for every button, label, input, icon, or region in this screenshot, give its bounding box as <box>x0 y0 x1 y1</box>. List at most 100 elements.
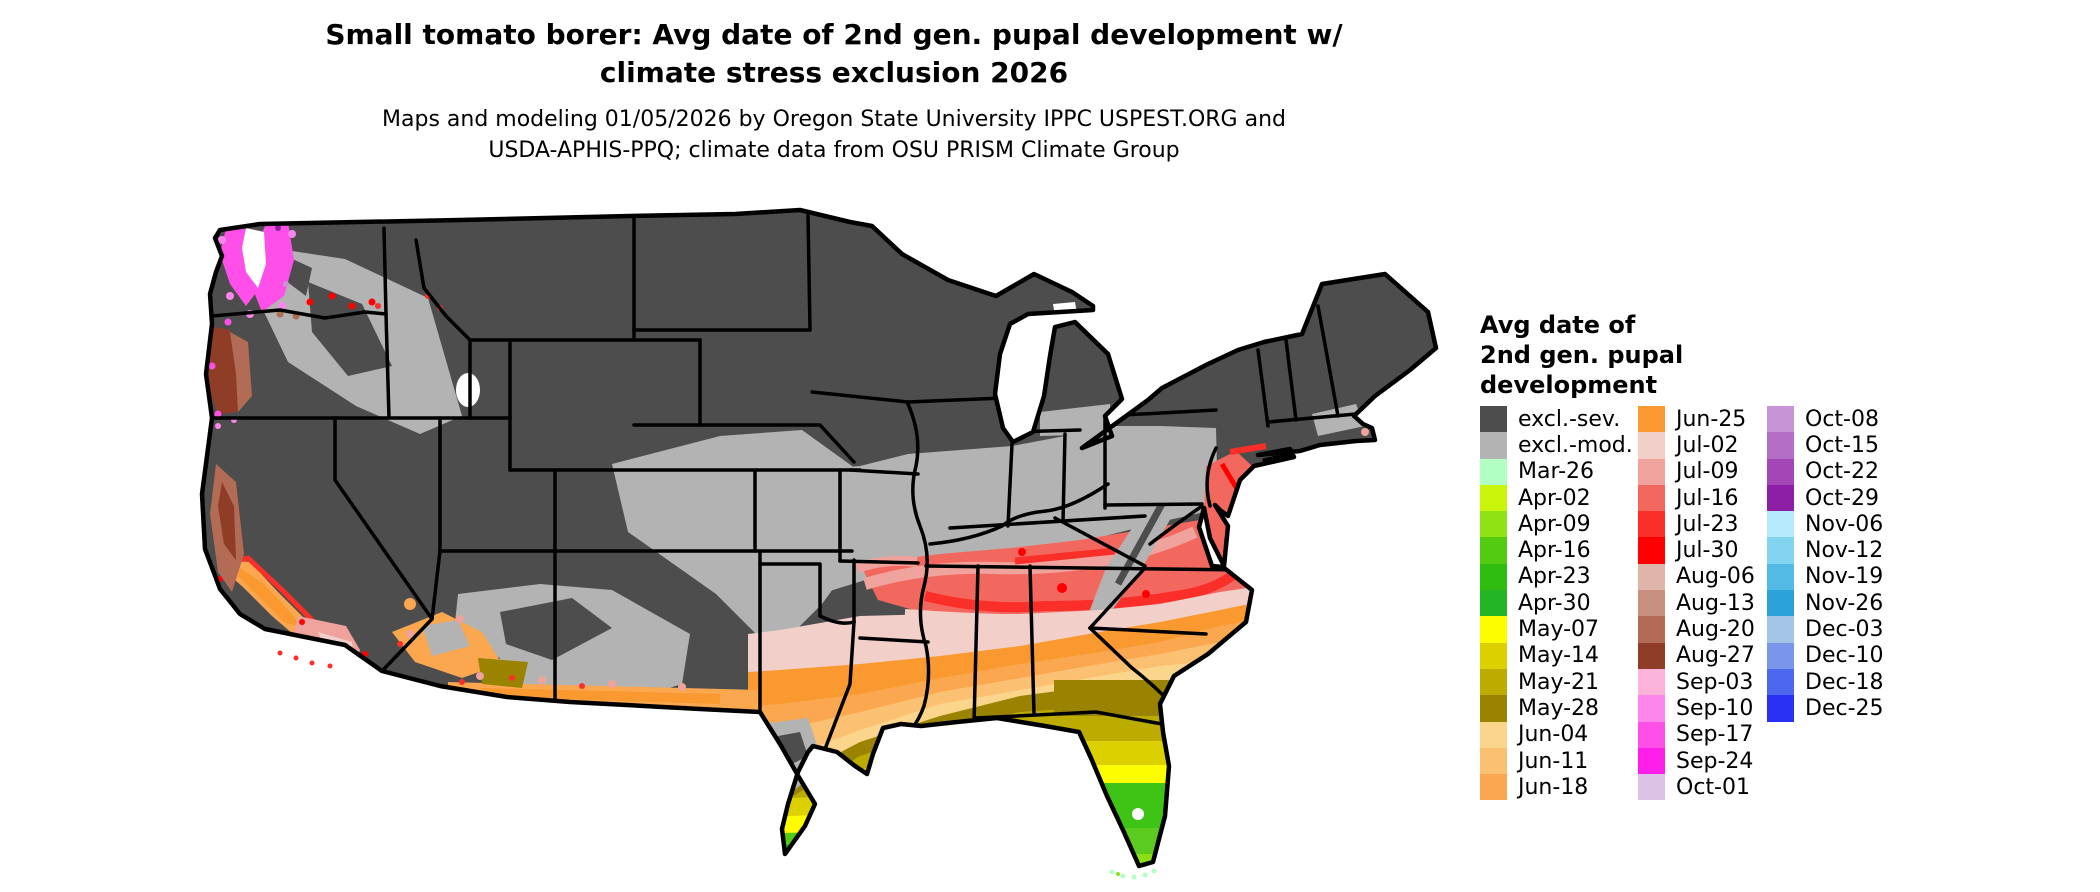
legend-row: Apr-16 <box>1480 537 1633 564</box>
legend-swatch <box>1480 406 1507 433</box>
legend-swatch <box>1480 590 1507 617</box>
legend-swatch <box>1767 563 1794 591</box>
legend-row: Jun-18 <box>1480 774 1633 801</box>
legend-row: Apr-02 <box>1480 484 1633 512</box>
legend-row: Sep-17 <box>1638 721 1755 748</box>
legend-row: Oct-29 <box>1767 484 1884 512</box>
legend-swatch <box>1638 511 1665 538</box>
legend-row: Jun-04 <box>1480 721 1633 748</box>
legend-swatch <box>1480 484 1507 512</box>
legend-row: Sep-03 <box>1638 668 1755 696</box>
offshore-islands <box>277 650 1157 880</box>
legend-row: Jul-16 <box>1638 484 1755 512</box>
legend-swatch <box>1480 721 1507 748</box>
legend-row: Nov-26 <box>1767 590 1884 617</box>
legend-label: May-21 <box>1518 669 1600 695</box>
us-map-svg <box>199 207 1439 880</box>
legend-swatch <box>1638 432 1665 459</box>
legend-label: Apr-02 <box>1518 485 1591 511</box>
legend-label: Apr-16 <box>1518 538 1591 564</box>
legend-label: excl.-mod. <box>1518 432 1633 458</box>
legend-row: Nov-12 <box>1767 537 1884 564</box>
legend-label: Oct-22 <box>1805 459 1879 485</box>
legend-swatch <box>1480 458 1507 485</box>
legend-swatch <box>1480 668 1507 696</box>
legend-swatch <box>1638 668 1665 696</box>
legend-swatch <box>1638 537 1665 564</box>
legend-label: Oct-15 <box>1805 432 1879 458</box>
legend-row: Dec-25 <box>1767 695 1884 722</box>
legend-label: Dec-25 <box>1805 695 1884 721</box>
legend-row: Dec-10 <box>1767 642 1884 669</box>
legend-swatch <box>1480 563 1507 591</box>
legend-row: Aug-06 <box>1638 563 1755 591</box>
legend-swatch <box>1638 458 1665 485</box>
legend-swatch <box>1638 590 1665 617</box>
legend-label: Oct-01 <box>1676 774 1750 800</box>
legend-swatch <box>1638 563 1665 591</box>
legend-swatch <box>1767 695 1794 722</box>
legend-swatch <box>1480 616 1507 643</box>
legend-row: Nov-06 <box>1767 511 1884 538</box>
legend-label: Jun-04 <box>1518 722 1589 748</box>
legend-row: Jul-30 <box>1638 537 1755 564</box>
legend-label: Mar-26 <box>1518 459 1595 485</box>
legend-label: Jul-23 <box>1676 511 1739 537</box>
legend-swatch <box>1480 695 1507 722</box>
legend-row: Jul-02 <box>1638 432 1755 459</box>
legend-label: Jul-30 <box>1676 538 1739 564</box>
legend-label: Aug-27 <box>1676 643 1755 669</box>
legend-row: Jul-23 <box>1638 511 1755 538</box>
legend-title: Avg date of 2nd gen. pupal development <box>1480 310 1683 400</box>
south-texas-green-bands <box>730 796 850 866</box>
legend-swatch <box>1638 747 1665 775</box>
legend-label: Nov-19 <box>1805 564 1884 590</box>
legend-row: excl.-mod. <box>1480 432 1633 459</box>
legend-row: Aug-20 <box>1638 616 1755 643</box>
legend-swatch <box>1767 616 1794 643</box>
puget-sound-detail <box>218 219 443 320</box>
legend-row: Oct-08 <box>1767 406 1884 433</box>
legend-swatch <box>1767 432 1794 459</box>
legend-swatch <box>1638 774 1665 801</box>
legend-row: Dec-18 <box>1767 668 1884 696</box>
legend-label: Aug-13 <box>1676 590 1755 616</box>
legend-row: Jul-09 <box>1638 458 1755 485</box>
legend-label: Nov-12 <box>1805 538 1884 564</box>
legend-label: Oct-29 <box>1805 485 1879 511</box>
legend-swatch <box>1638 695 1665 722</box>
legend-label: May-14 <box>1518 643 1600 669</box>
legend-label: Aug-20 <box>1676 617 1755 643</box>
legend-swatch <box>1638 484 1665 512</box>
legend-row: May-28 <box>1480 695 1633 722</box>
legend-row: excl.-sev. <box>1480 406 1633 433</box>
map-subtitle-line1: Maps and modeling 01/05/2026 by Oregon S… <box>382 107 1286 132</box>
legend-label: Sep-10 <box>1676 695 1754 721</box>
legend-label: May-07 <box>1518 617 1600 643</box>
legend-label: Apr-30 <box>1518 590 1591 616</box>
legend-label: Dec-18 <box>1805 669 1884 695</box>
state-borders-layer <box>202 212 1358 758</box>
legend-label: May-28 <box>1518 695 1600 721</box>
legend-swatch <box>1480 774 1507 801</box>
legend-row: Oct-15 <box>1767 432 1884 459</box>
legend-label: Dec-10 <box>1805 643 1884 669</box>
legend-row: Dec-03 <box>1767 616 1884 643</box>
legend-row: Apr-30 <box>1480 590 1633 617</box>
us-map <box>160 164 1440 892</box>
legend-row: Apr-23 <box>1480 563 1633 591</box>
legend-row: Aug-13 <box>1638 590 1755 617</box>
legend-swatch <box>1480 511 1507 538</box>
map-outline <box>199 207 1439 869</box>
legend-label: Jul-09 <box>1676 459 1739 485</box>
legend-label: Oct-08 <box>1805 406 1879 432</box>
legend-label: Sep-03 <box>1676 669 1754 695</box>
legend-label: Nov-26 <box>1805 590 1884 616</box>
legend-label: Jun-11 <box>1518 748 1589 774</box>
legend-row: Aug-27 <box>1638 642 1755 669</box>
legend-swatch <box>1767 590 1794 617</box>
legend-swatch <box>1480 642 1507 669</box>
legend-row: May-21 <box>1480 668 1633 696</box>
legend-title-line1: Avg date of <box>1480 311 1636 339</box>
legend-label: Apr-23 <box>1518 564 1591 590</box>
